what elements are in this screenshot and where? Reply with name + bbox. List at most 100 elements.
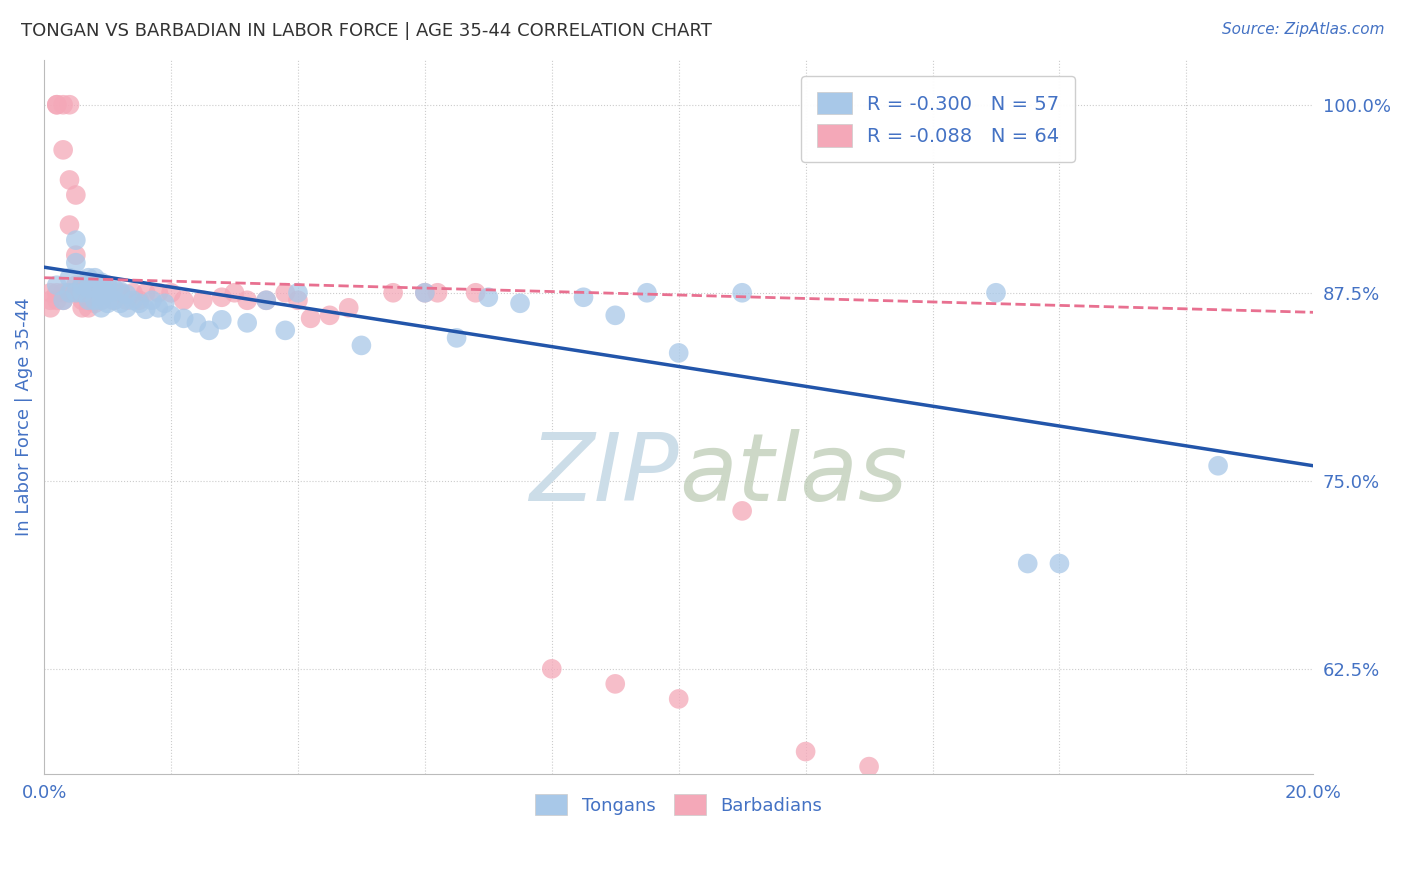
Point [77, 301, 100, 315]
Point [65, 285, 87, 300]
Point [52, 293, 75, 308]
Point [70, 278, 93, 293]
Point [299, 311, 322, 326]
Point [236, 316, 259, 330]
Point [77, 293, 100, 308]
Point [236, 293, 259, 308]
Point [382, 285, 405, 300]
Point [122, 285, 145, 300]
Point [103, 285, 125, 300]
Point [97, 285, 120, 300]
Point [52, 143, 75, 157]
Point [70, 301, 93, 315]
Point [77, 270, 100, 285]
Point [794, 745, 817, 759]
Point [1206, 458, 1229, 473]
Point [141, 293, 163, 308]
Point [70, 278, 93, 293]
Point [509, 296, 531, 310]
Point [668, 346, 690, 360]
Point [39, 285, 62, 300]
Point [58, 270, 80, 285]
Point [254, 293, 277, 308]
Text: atlas: atlas [679, 428, 907, 519]
Point [115, 301, 138, 315]
Point [65, 248, 87, 262]
Point [70, 285, 93, 300]
Point [413, 285, 436, 300]
Point [426, 285, 449, 300]
Point [128, 296, 150, 310]
Point [572, 290, 595, 304]
Point [211, 313, 233, 327]
Point [58, 173, 80, 187]
Point [115, 293, 138, 308]
Point [287, 293, 309, 308]
Point [65, 278, 87, 293]
Point [173, 311, 195, 326]
Point [254, 293, 277, 308]
Point [605, 677, 627, 691]
Point [1017, 557, 1039, 571]
Point [97, 285, 120, 300]
Point [83, 296, 105, 310]
Point [731, 504, 754, 518]
Legend: Tongans, Barbadians: Tongans, Barbadians [524, 783, 834, 826]
Point [103, 293, 125, 308]
Point [58, 285, 80, 300]
Point [58, 218, 80, 232]
Point [477, 290, 499, 304]
Point [97, 278, 120, 293]
Point [77, 281, 100, 295]
Point [135, 285, 157, 300]
Point [274, 323, 297, 337]
Point [83, 270, 105, 285]
Point [337, 301, 360, 315]
Point [97, 296, 120, 310]
Point [45, 97, 67, 112]
Point [52, 293, 75, 308]
Point [153, 296, 176, 310]
Point [186, 316, 208, 330]
Point [160, 309, 183, 323]
Point [77, 293, 100, 308]
Y-axis label: In Labor Force | Age 35-44: In Labor Force | Age 35-44 [15, 298, 32, 536]
Point [668, 692, 690, 706]
Point [198, 323, 221, 337]
Point [636, 285, 658, 300]
Point [65, 233, 87, 247]
Point [464, 285, 486, 300]
Text: ZIP: ZIP [529, 428, 679, 519]
Point [90, 285, 112, 300]
Point [103, 293, 125, 308]
Text: Source: ZipAtlas.com: Source: ZipAtlas.com [1222, 22, 1385, 37]
Point [45, 278, 67, 293]
Point [605, 309, 627, 323]
Point [173, 293, 195, 308]
Point [135, 302, 157, 317]
Point [77, 278, 100, 293]
Point [122, 293, 145, 308]
Point [90, 301, 112, 315]
Point [540, 662, 562, 676]
Point [70, 285, 93, 300]
Point [90, 285, 112, 299]
Point [731, 285, 754, 300]
Point [90, 293, 112, 308]
Point [65, 285, 87, 300]
Point [90, 293, 112, 308]
Point [65, 188, 87, 202]
Point [318, 309, 340, 323]
Point [160, 285, 183, 300]
Point [52, 285, 75, 300]
Point [58, 285, 80, 300]
Point [110, 285, 132, 299]
Point [65, 255, 87, 269]
Point [858, 759, 880, 773]
Point [413, 285, 436, 300]
Point [45, 285, 67, 300]
Point [83, 281, 105, 295]
Point [984, 285, 1007, 300]
Point [90, 275, 112, 289]
Point [287, 285, 309, 300]
